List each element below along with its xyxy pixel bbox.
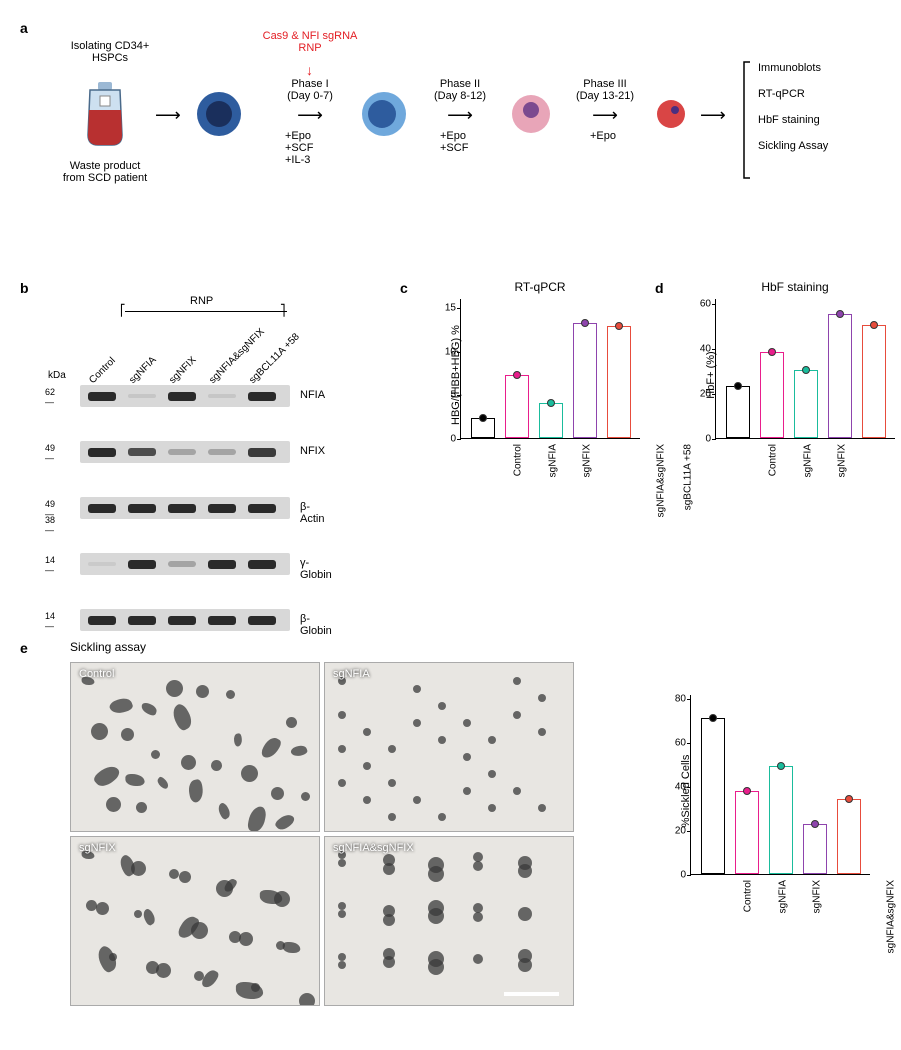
cell-4-icon [655,98,687,135]
panel-a: a Isolating CD34+ HSPCs Waste product fr… [20,20,881,260]
x-label: sgNFIA&sgNFIX [885,880,896,953]
x-label: sgNFIX [581,444,592,477]
chart-c-area: 051015HBG/(HBB+HBG) %ControlsgNFIAsgNFIX… [420,299,640,439]
bar [539,403,563,438]
micrograph: sgNFIA&sgNFIX [324,836,574,1006]
panel-a-label: a [20,20,28,36]
phase3-label: Phase III (Day 13-21) [565,78,645,102]
isolating-text: Isolating CD34+ HSPCs [60,40,160,64]
x-label: Control [767,444,778,476]
panel-c: c RT-qPCR 051015HBG/(HBB+HBG) %Controlsg… [420,280,640,439]
waste-text: Waste product from SCD patient [50,160,160,184]
bar [607,326,631,438]
phase2-days: (Day 8-12) [420,90,500,102]
x-label: sgBCL11A +58 [682,444,693,510]
output-item: Immunoblots [758,62,828,74]
cell-3-icon [510,93,552,140]
bar [573,323,597,439]
output-item: HbF staining [758,114,828,126]
phase2-additives: +Epo +SCF [440,130,468,154]
phase3-days: (Day 13-21) [565,90,645,102]
panel-b-label: b [20,280,29,296]
figure: a Isolating CD34+ HSPCs Waste product fr… [20,20,881,260]
bar [505,375,529,438]
red-arrow-icon: ↓ [306,62,313,78]
bar [828,314,852,438]
bar [701,718,725,874]
x-label: sgNFIA [802,444,813,477]
chart-c-title: RT-qPCR [450,280,630,294]
arrow-3: ⟶ [420,105,500,126]
bar [837,799,861,874]
phase1-title: Phase I [270,78,350,90]
waste-label: Waste product from SCD patient [50,160,160,184]
micrograph: sgNFIA [324,662,574,832]
x-label: sgNFIA&sgNFIX [655,444,666,517]
phase1-additives: +Epo +SCF +IL-3 [285,130,313,166]
phase3-title: Phase III [565,78,645,90]
kda-header: kDa [48,370,66,381]
rnp-label: ⎡ RNP ⎤ [135,295,158,307]
x-label: Control [512,444,523,476]
bar [803,824,827,874]
x-label: sgNFIA [777,880,788,913]
lane-label: sgNFIA [127,355,158,386]
panel-e-label: e [20,640,28,656]
x-label: sgNFIX [811,880,822,913]
lane-label: sgNFIX [167,355,198,386]
chart-d-area: 0204060HbF+ (%)ControlsgNFIAsgNFIXsgNFIA… [675,299,895,439]
bar [760,352,784,438]
panel-d: d HbF staining 0204060HbF+ (%)ControlsgN… [675,280,895,439]
phase1-label: Phase I (Day 0-7) [270,78,350,102]
bar [735,791,759,874]
blood-bag-icon [80,80,130,155]
panel-c-label: c [400,280,408,296]
chart-d-title: HbF staining [705,280,885,294]
x-label: sgNFIX [836,444,847,477]
bar [726,386,750,438]
micrograph: Control [70,662,320,832]
phase1-add: +Epo +SCF +IL-3 [285,130,313,166]
arrow-5: ⟶ [700,105,726,126]
cas9-text: Cas9 & NFI sgRNA RNP [245,30,375,54]
arrow-4: ⟶ [565,105,645,126]
phase1-days: (Day 0-7) [270,90,350,102]
cas9-label: Cas9 & NFI sgRNA RNP [245,30,375,54]
output-bracket-icon [740,60,752,185]
phase2-label: Phase II (Day 8-12) [420,78,500,102]
chart-e-area: 020406080%Sickled CellsControlsgNFIAsgNF… [650,695,870,875]
micrograph: sgNFIX [70,836,320,1006]
phase3-additives: +Epo [590,130,616,142]
bar [794,370,818,438]
sickling-title: Sickling assay [70,640,881,654]
phase3-add: +Epo [590,130,616,142]
scale-bar [504,992,559,996]
panel-e-chart: 020406080%Sickled CellsControlsgNFIAsgNF… [650,695,870,875]
phase2-add: +Epo +SCF [440,130,468,154]
output-item: RT-qPCR [758,88,828,100]
bar [862,325,886,438]
panel-e: e Sickling assay ControlsgNFIAsgNFIXsgNF… [20,640,881,662]
x-label: sgNFIA [547,444,558,477]
cell-2-icon [360,90,408,143]
cell-1-icon [195,90,243,143]
panel-b: b ⎡ RNP ⎤ ControlsgNFIAsgNFIXsgNFIA&sgNF… [20,280,380,285]
bar [769,766,793,874]
lane-label: Control [87,355,118,386]
x-label: Control [742,880,753,912]
arrow-1: ⟶ [155,105,181,126]
phase2-title: Phase II [420,78,500,90]
panel-d-label: d [655,280,664,296]
output-item: Sickling Assay [758,140,828,152]
outputs-list: Immunoblots RT-qPCR HbF staining Sickling A… [758,62,828,166]
arrow-2: ⟶ [270,105,350,126]
isolating-label: Isolating CD34+ HSPCs [60,40,160,64]
